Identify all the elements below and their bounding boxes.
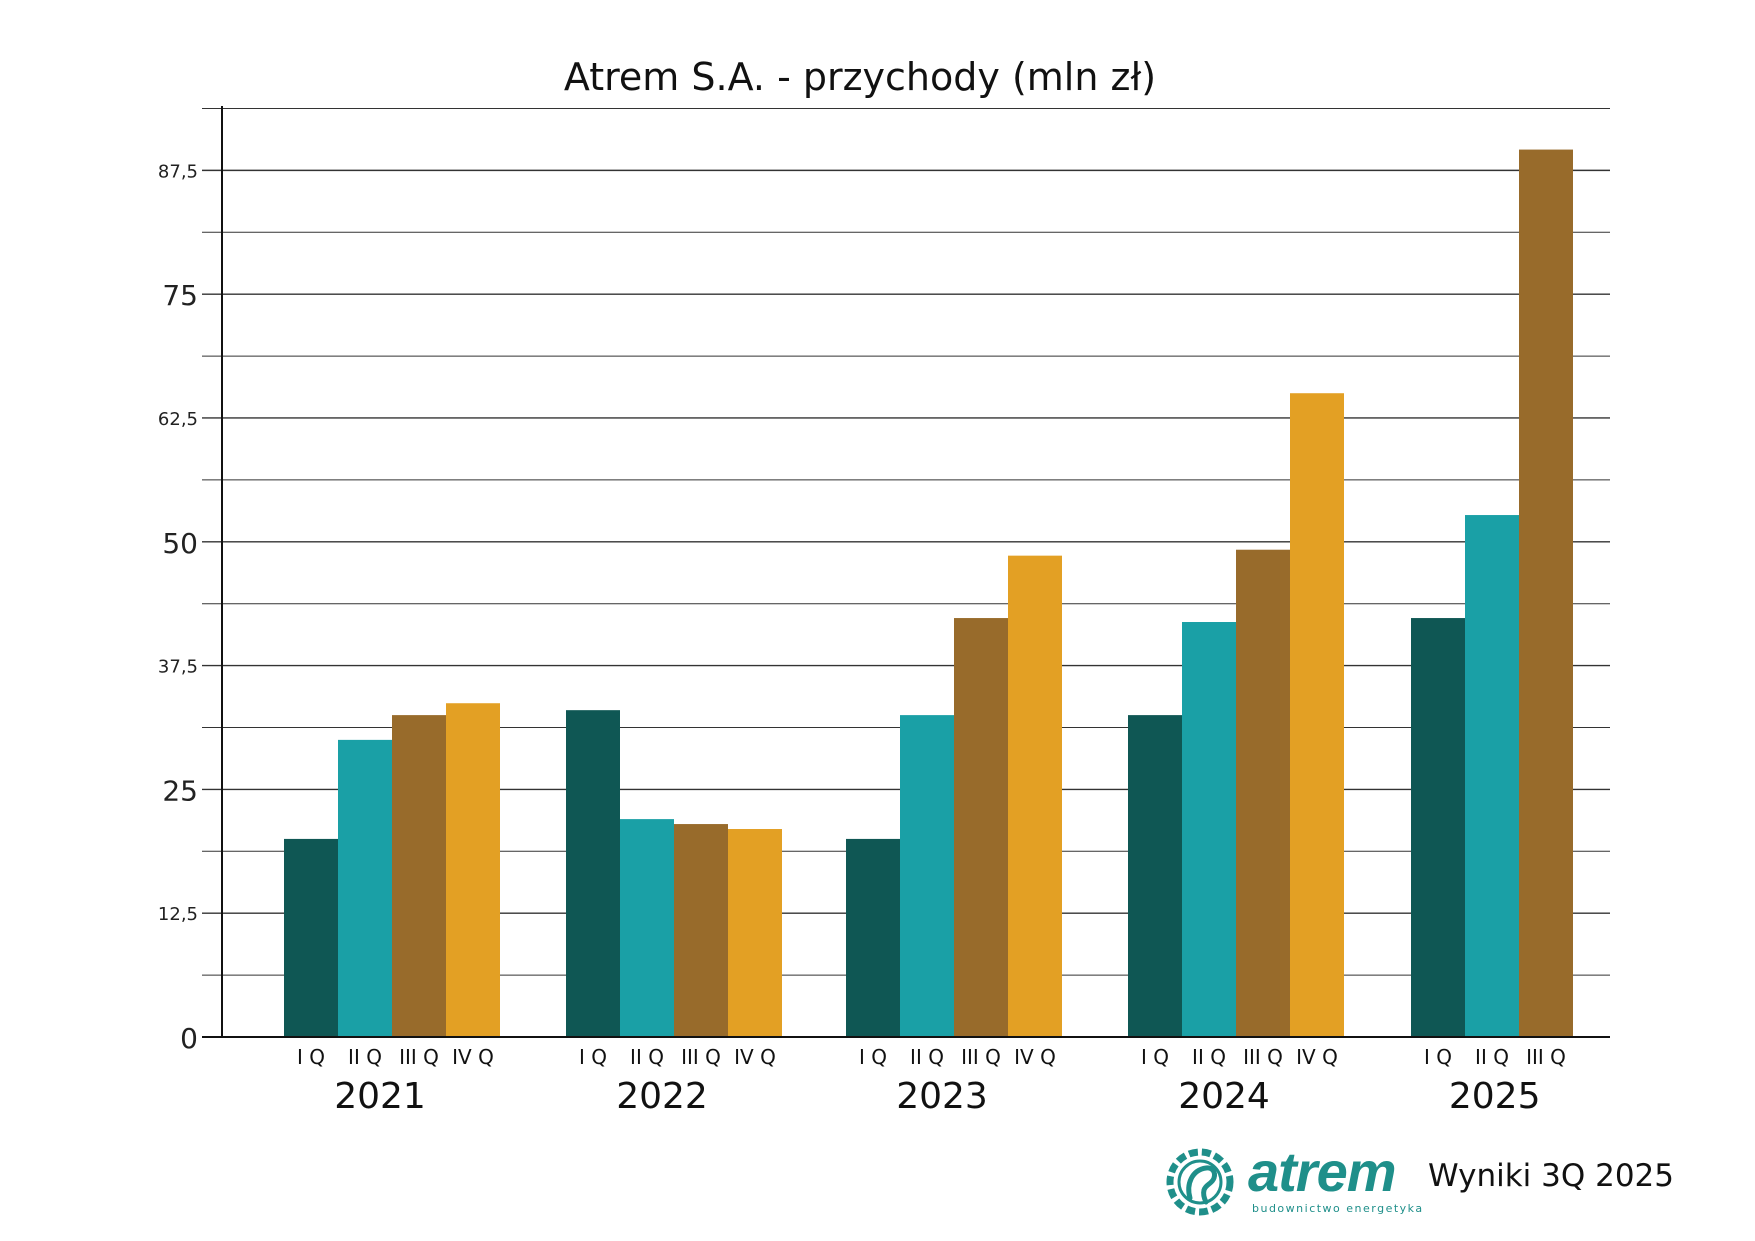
bar-2023-ivq (1008, 555, 1062, 1037)
year-label: 2021 (334, 1076, 426, 1117)
y-tick-label: 0 (180, 1022, 198, 1055)
bar-2025-iq (1411, 618, 1465, 1037)
bar-2022-iiiq (674, 824, 728, 1037)
bar-2024-iiiq (1236, 549, 1290, 1037)
bar-2023-iiiq (954, 618, 1008, 1037)
footer: atrem budownictwo energetyka Wyniki 3Q 2… (1160, 1140, 1700, 1230)
x-axis-labels: I Q II Q III Q IV Q 2021 I Q II Q III Q IV Q 2022… (297, 1045, 1566, 1117)
bar-2021-iiiq (392, 715, 446, 1037)
quarter-label: III Q (681, 1045, 721, 1069)
logo-subtitle: budownictwo energetyka (1252, 1202, 1424, 1215)
bar-2021-iq (284, 838, 338, 1037)
quarter-label: III Q (961, 1045, 1001, 1069)
year-label: 2023 (896, 1076, 988, 1117)
quarter-label: II Q (910, 1045, 944, 1069)
bar-2021-iiq (338, 739, 392, 1037)
bar-2023-iq (846, 838, 900, 1037)
year-label: 2022 (616, 1076, 708, 1117)
bar-2022-iq (566, 710, 620, 1037)
quarter-label: IV Q (1296, 1045, 1338, 1069)
quarter-label: III Q (1243, 1045, 1283, 1069)
y-tick-label: 25 (162, 774, 198, 807)
quarter-label: IV Q (1014, 1045, 1056, 1069)
report-label: Wyniki 3Q 2025 (1428, 1158, 1675, 1194)
quarter-label: II Q (348, 1045, 382, 1069)
quarter-label: II Q (630, 1045, 664, 1069)
year-label: 2025 (1449, 1076, 1541, 1117)
y-tick-label: 12,5 (158, 904, 198, 925)
bar-2023-iiq (900, 715, 954, 1037)
quarter-label: IV Q (452, 1045, 494, 1069)
y-tick-label: 87,5 (158, 161, 198, 182)
bar-2024-iq (1128, 715, 1182, 1037)
bar-2024-ivq (1290, 393, 1344, 1038)
atrem-emblem-icon (1166, 1148, 1234, 1216)
quarter-label: I Q (1141, 1045, 1169, 1069)
bar-2022-iiq (620, 819, 674, 1037)
year-label: 2024 (1178, 1076, 1270, 1117)
chart-title: Atrem S.A. - przychody (mln zł) (564, 55, 1156, 99)
logo-wordmark: atrem (1248, 1140, 1397, 1203)
quarter-label: II Q (1192, 1045, 1226, 1069)
y-tick-label: 50 (162, 527, 198, 560)
quarter-label: IV Q (734, 1045, 776, 1069)
quarter-label: I Q (859, 1045, 887, 1069)
bar-2025-iiiq (1519, 149, 1573, 1037)
bar-2025-iiq (1465, 515, 1519, 1037)
y-tick-label: 62,5 (158, 409, 198, 430)
quarter-label: III Q (399, 1045, 439, 1069)
quarter-label: I Q (1424, 1045, 1452, 1069)
quarter-label: II Q (1475, 1045, 1509, 1069)
y-tick-label: 37,5 (158, 657, 198, 678)
y-tick-label: 75 (162, 279, 198, 312)
bars (284, 149, 1573, 1038)
quarter-label: III Q (1526, 1045, 1566, 1069)
y-axis-ticks: 0 12,5 25 37,5 50 62,5 75 87,5 (158, 161, 198, 1055)
quarter-label: I Q (579, 1045, 607, 1069)
bar-2024-iiq (1182, 622, 1236, 1037)
quarter-label: I Q (297, 1045, 325, 1069)
bar-2022-ivq (728, 829, 782, 1037)
bar-2021-ivq (446, 703, 500, 1037)
